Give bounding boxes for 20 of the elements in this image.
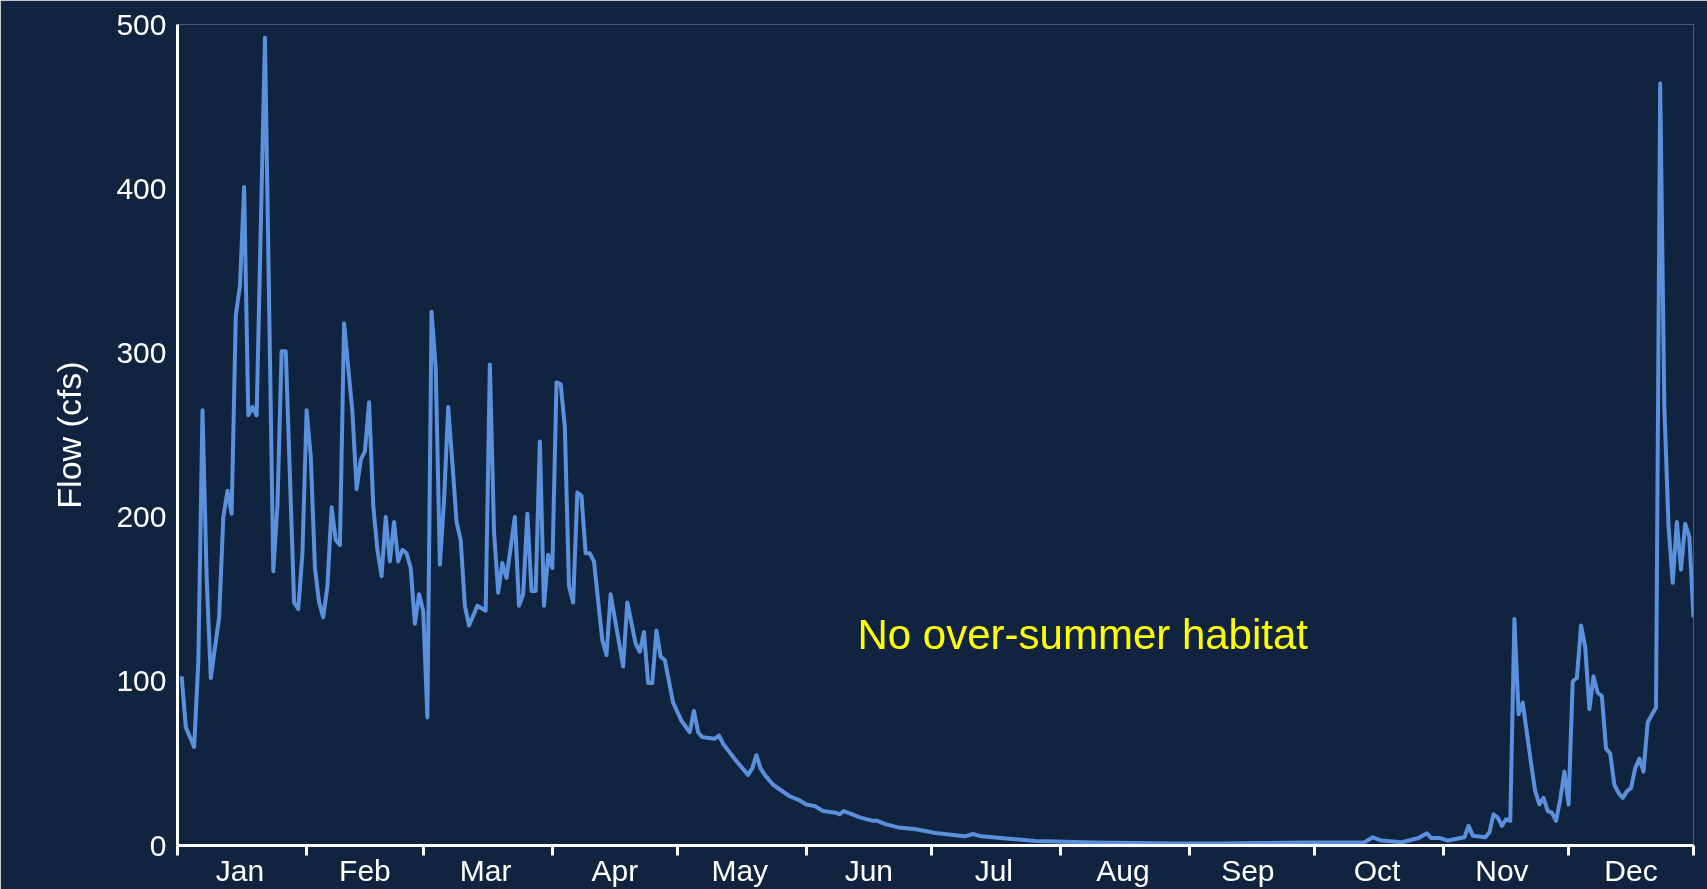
x-tick-label: Dec [1604, 853, 1658, 887]
x-tick-label: Aug [1096, 853, 1150, 887]
y-tick-label: 500 [116, 7, 167, 41]
y-tick-label: 200 [116, 500, 167, 534]
y-axis-title: Flow (cfs) [50, 361, 89, 509]
x-tick-label: Apr [591, 853, 639, 887]
y-tick-label: 100 [116, 664, 167, 698]
y-tick-label: 400 [116, 171, 167, 205]
y-tick-label: 300 [116, 335, 167, 369]
y-tick-label: 0 [149, 828, 167, 862]
x-tick-label: Feb [339, 853, 391, 887]
x-tick-label: Mar [459, 853, 512, 887]
x-tick-label: May [711, 853, 769, 887]
x-tick-label: Oct [1353, 853, 1401, 887]
x-tick-label: Nov [1475, 853, 1529, 887]
x-tick-label: Jul [974, 853, 1013, 887]
x-tick-label: Jun [844, 853, 894, 887]
annotation: No over-summer habitat [857, 610, 1309, 658]
x-tick-label: Jan [215, 853, 265, 887]
x-tick-label: Sep [1221, 853, 1275, 887]
